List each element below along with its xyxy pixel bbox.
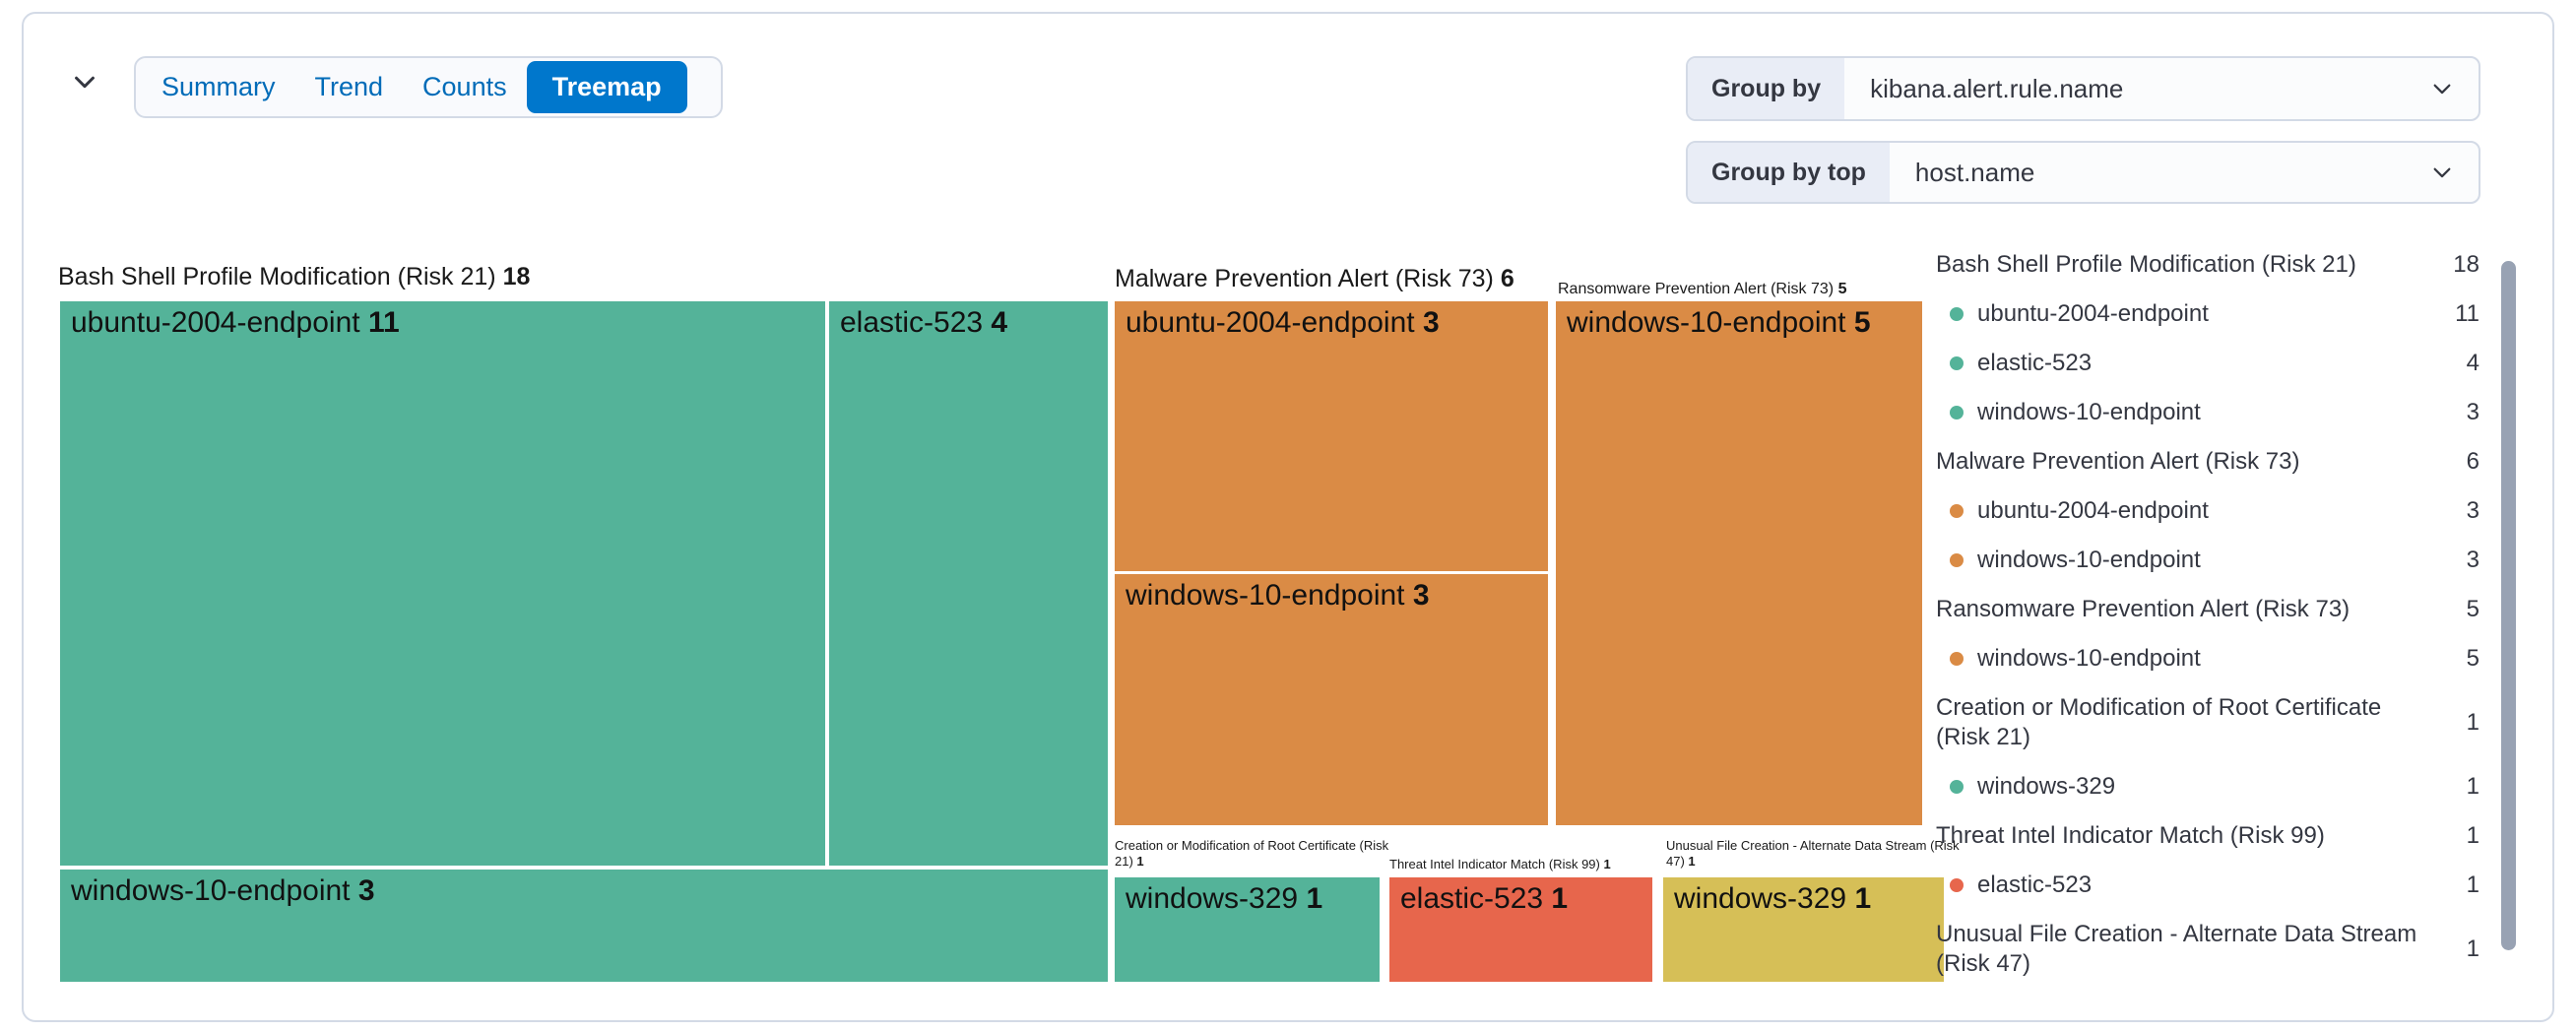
treemap-tile[interactable]: windows-10-endpoint 3 bbox=[1115, 574, 1548, 825]
legend-dot-icon bbox=[1950, 553, 1964, 567]
treemap-tile[interactable]: ubuntu-2004-endpoint 3 bbox=[1115, 301, 1548, 571]
treemap-group-label: Unusual File Creation - Alternate Data S… bbox=[1666, 838, 1960, 869]
tab-trend[interactable]: Trend bbox=[295, 58, 404, 116]
legend-dot-icon bbox=[1950, 504, 1964, 518]
legend-item-label: windows-10-endpoint bbox=[1977, 547, 2201, 573]
legend-dot-icon bbox=[1950, 780, 1964, 794]
legend-item-count: 11 bbox=[2455, 300, 2479, 327]
legend-item-label: Malware Prevention Alert (Risk 73) bbox=[1936, 448, 2300, 475]
legend-item-count: 1 bbox=[2466, 822, 2479, 849]
group-by-top-value: host.name bbox=[1914, 157, 2035, 187]
legend-item-label: ubuntu-2004-endpoint bbox=[1977, 300, 2209, 327]
legend-item[interactable]: windows-10-endpoint 3 bbox=[1936, 398, 2479, 427]
legend-item-label: ubuntu-2004-endpoint bbox=[1977, 497, 2209, 524]
legend-item[interactable]: Ransomware Prevention Alert (Risk 73) 5 bbox=[1936, 595, 2479, 624]
chevron-down-icon bbox=[2429, 58, 2479, 119]
legend-dot-icon bbox=[1950, 406, 1964, 419]
legend-dot-icon bbox=[1950, 356, 1964, 370]
legend-item[interactable]: Threat Intel Indicator Match (Risk 99) 1 bbox=[1936, 821, 2479, 851]
treemap-tile[interactable]: windows-10-endpoint 3 bbox=[60, 870, 1108, 982]
treemap-group-label: Threat Intel Indicator Match (Risk 99) 1 bbox=[1389, 857, 1611, 871]
legend-item-label: Threat Intel Indicator Match (Risk 99) bbox=[1936, 822, 2325, 849]
legend-item[interactable]: Unusual File Creation - Alternate Data S… bbox=[1936, 920, 2479, 979]
chevron-down-icon bbox=[2429, 143, 2479, 202]
legend-item[interactable]: windows-10-endpoint 5 bbox=[1936, 644, 2479, 674]
legend-item-label: windows-10-endpoint bbox=[1977, 399, 2201, 425]
treemap-tile[interactable]: elastic-523 4 bbox=[829, 301, 1108, 866]
alerts-treemap-panel: Summary Trend Counts Treemap Group by ki… bbox=[22, 12, 2554, 1022]
treemap-group-label: Ransomware Prevention Alert (Risk 73) 5 bbox=[1558, 281, 1847, 297]
legend: Bash Shell Profile Modification (Risk 21… bbox=[1936, 250, 2479, 979]
legend-item-label: windows-10-endpoint bbox=[1977, 645, 2201, 672]
treemap-group-label: Creation or Modification of Root Certifi… bbox=[1115, 838, 1389, 869]
group-by-select[interactable]: Group by kibana.alert.rule.name bbox=[1686, 56, 2480, 121]
legend-item[interactable]: windows-329 1 bbox=[1936, 772, 2479, 802]
legend-item[interactable]: ubuntu-2004-endpoint 3 bbox=[1936, 496, 2479, 526]
legend-item-count: 1 bbox=[2466, 871, 2479, 898]
treemap-tile[interactable]: elastic-523 1 bbox=[1389, 877, 1652, 982]
legend-item-label: Ransomware Prevention Alert (Risk 73) bbox=[1936, 596, 2351, 622]
legend-item-count: 1 bbox=[2466, 935, 2479, 962]
treemap-tile[interactable]: windows-10-endpoint 5 bbox=[1556, 301, 1922, 825]
group-by-value: kibana.alert.rule.name bbox=[1870, 73, 2124, 103]
group-by-top-select[interactable]: Group by top host.name bbox=[1686, 141, 2480, 204]
legend-item-count: 4 bbox=[2466, 350, 2479, 376]
legend-item-label: windows-329 bbox=[1977, 773, 2116, 800]
group-by-top-label: Group by top bbox=[1688, 143, 1890, 202]
legend-item[interactable]: Bash Shell Profile Modification (Risk 21… bbox=[1936, 250, 2479, 280]
legend-item-count: 1 bbox=[2466, 773, 2479, 800]
legend-item-label: Unusual File Creation - Alternate Data S… bbox=[1936, 921, 2417, 977]
legend-dot-icon bbox=[1950, 652, 1964, 666]
legend-item[interactable]: elastic-523 1 bbox=[1936, 871, 2479, 900]
tab-summary[interactable]: Summary bbox=[142, 58, 295, 116]
legend-item[interactable]: windows-10-endpoint 3 bbox=[1936, 546, 2479, 575]
collapse-panel-button[interactable] bbox=[61, 61, 108, 104]
legend-item[interactable]: Creation or Modification of Root Certifi… bbox=[1936, 693, 2479, 752]
legend-item[interactable]: Malware Prevention Alert (Risk 73) 6 bbox=[1936, 447, 2479, 477]
treemap-group-label: Bash Shell Profile Modification (Risk 21… bbox=[58, 263, 531, 290]
legend-item[interactable]: elastic-523 4 bbox=[1936, 349, 2479, 378]
legend-item-label: elastic-523 bbox=[1977, 350, 2093, 376]
legend-item-count: 18 bbox=[2453, 251, 2479, 278]
legend-item-label: Bash Shell Profile Modification (Risk 21… bbox=[1936, 251, 2356, 278]
legend-item-label: Creation or Modification of Root Certifi… bbox=[1936, 694, 2382, 750]
treemap-tile[interactable]: windows-329 1 bbox=[1115, 877, 1380, 982]
treemap-tile[interactable]: ubuntu-2004-endpoint 11 bbox=[60, 301, 825, 866]
treemap-group-label: Malware Prevention Alert (Risk 73) 6 bbox=[1115, 265, 1514, 292]
legend-item[interactable]: ubuntu-2004-endpoint 11 bbox=[1936, 299, 2479, 329]
legend-item-count: 5 bbox=[2466, 596, 2479, 622]
legend-item-count: 3 bbox=[2466, 399, 2479, 425]
tab-counts[interactable]: Counts bbox=[403, 58, 527, 116]
chart-type-button-group: Summary Trend Counts Treemap bbox=[134, 56, 723, 118]
legend-dot-icon bbox=[1950, 878, 1964, 892]
legend-scrollbar-thumb[interactable] bbox=[2501, 261, 2516, 950]
treemap-tile[interactable]: windows-329 1 bbox=[1663, 877, 1944, 982]
chevron-down-icon bbox=[70, 67, 99, 99]
treemap: Bash Shell Profile Modification (Risk 21… bbox=[24, 14, 2552, 1020]
legend-item-count: 5 bbox=[2466, 645, 2479, 672]
tab-treemap[interactable]: Treemap bbox=[526, 61, 687, 113]
legend-item-count: 3 bbox=[2466, 547, 2479, 573]
legend-item-count: 3 bbox=[2466, 497, 2479, 524]
legend-item-count: 6 bbox=[2466, 448, 2479, 475]
legend-dot-icon bbox=[1950, 307, 1964, 321]
group-by-label: Group by bbox=[1688, 58, 1845, 119]
legend-item-label: elastic-523 bbox=[1977, 871, 2093, 898]
legend-item-count: 1 bbox=[2466, 709, 2479, 736]
